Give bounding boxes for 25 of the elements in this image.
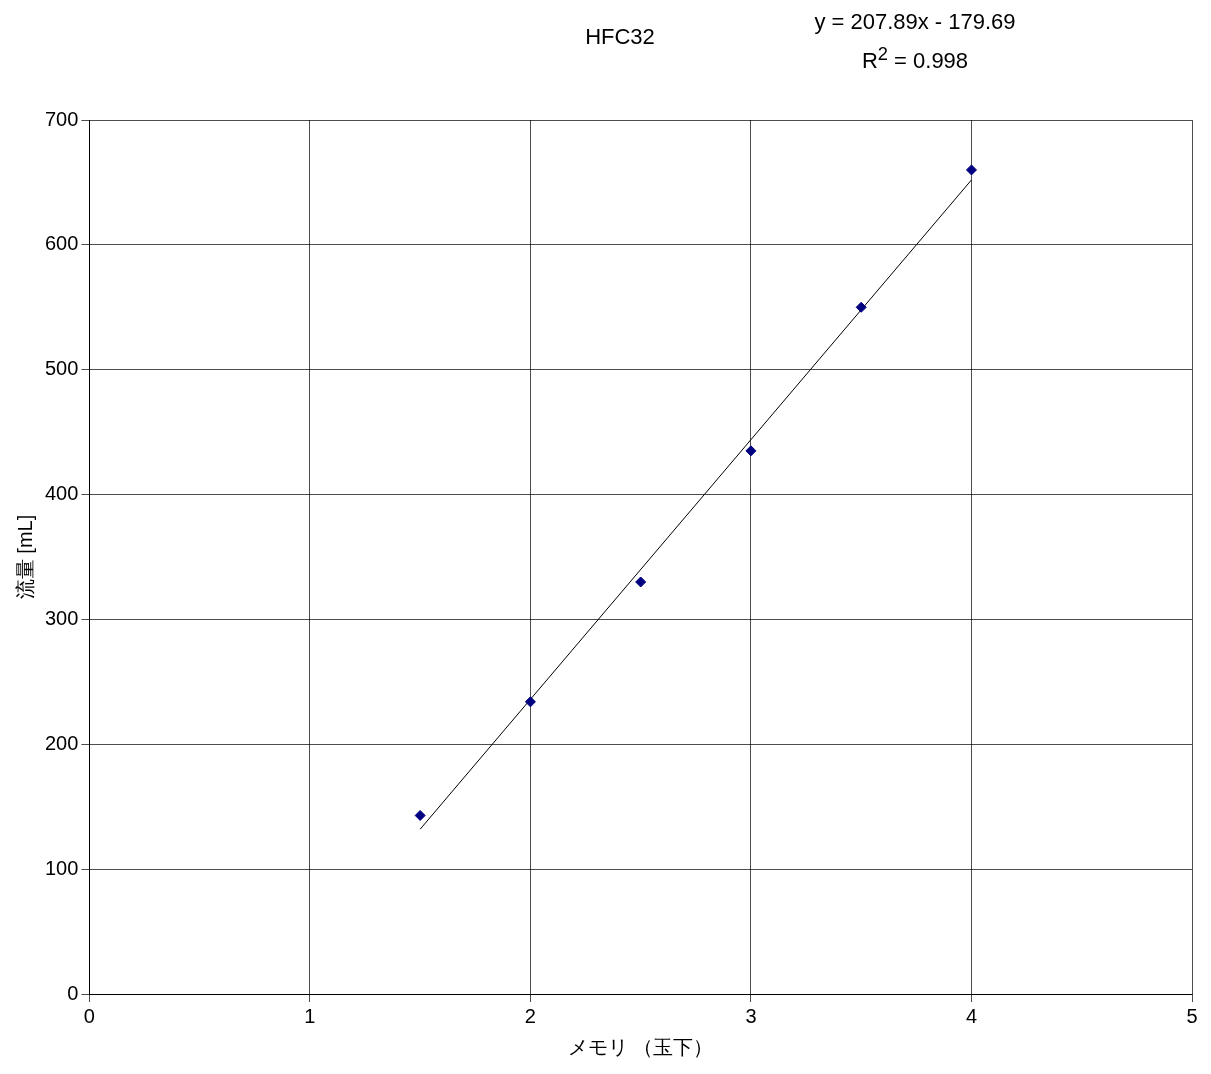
y-tick-label: 100 bbox=[44, 856, 79, 879]
y-tick-label: 400 bbox=[44, 482, 79, 505]
y-tick-label: 200 bbox=[44, 731, 79, 754]
text: y = 207.89x - 179.69 bbox=[813, 8, 1017, 36]
point bbox=[635, 576, 647, 588]
y-tick-label: 300 bbox=[44, 606, 79, 629]
y-tick-label: 0 bbox=[67, 981, 79, 1004]
x-tick-label: 1 bbox=[304, 1004, 316, 1027]
x-tick-label: 2 bbox=[524, 1004, 536, 1027]
y-tick-label: 600 bbox=[44, 232, 79, 255]
x-tick-label: 0 bbox=[83, 1004, 95, 1027]
y-tick-label: 500 bbox=[44, 357, 79, 380]
point bbox=[965, 164, 977, 176]
x-tick-label: 4 bbox=[965, 1004, 978, 1027]
y-axis-title: 流量 [mL] bbox=[13, 514, 36, 600]
x-tick-label: 3 bbox=[745, 1004, 757, 1027]
chart-title: HFC32 bbox=[584, 24, 656, 50]
text: R$^{2}$ = 0.998 bbox=[860, 42, 970, 76]
point bbox=[414, 809, 426, 821]
point bbox=[745, 445, 757, 457]
point bbox=[855, 301, 867, 313]
x-axis-title: メモリ （玉下） bbox=[567, 1035, 714, 1058]
point bbox=[524, 696, 536, 708]
y-tick-label: 700 bbox=[44, 107, 79, 130]
x-tick-label: 5 bbox=[1186, 1004, 1198, 1027]
